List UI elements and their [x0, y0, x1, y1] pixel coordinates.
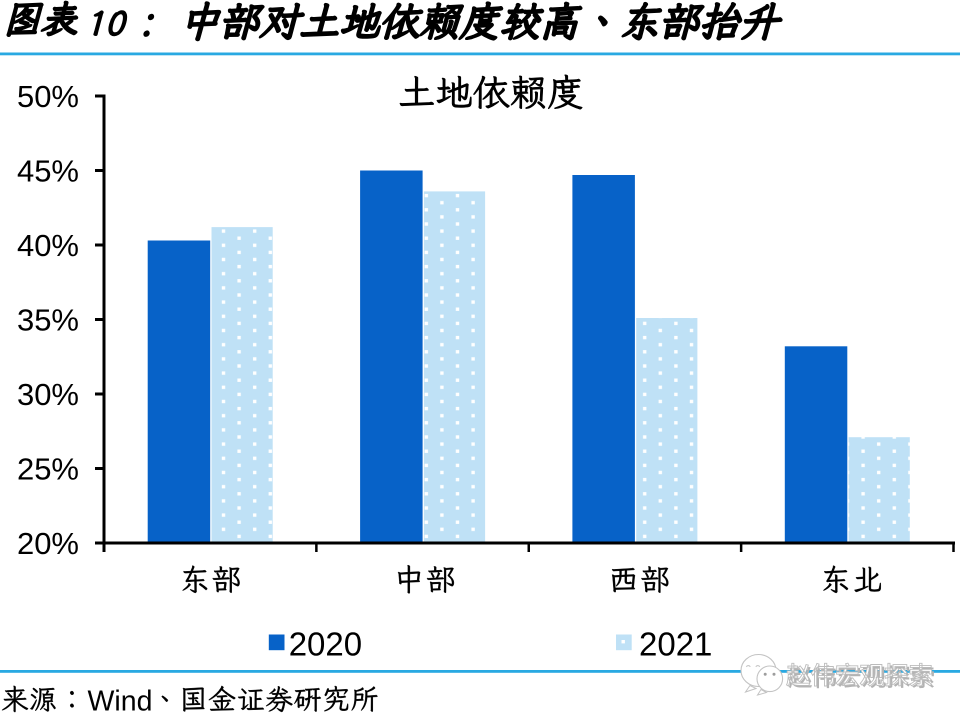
svg-text:50%: 50%: [17, 79, 79, 114]
svg-text:2020: 2020: [289, 626, 362, 663]
svg-text:35%: 35%: [17, 303, 79, 338]
svg-text:20%: 20%: [17, 526, 79, 561]
svg-text:2021: 2021: [639, 626, 712, 663]
svg-text:40%: 40%: [17, 228, 79, 263]
svg-text:45%: 45%: [17, 154, 79, 189]
svg-text:Wind: Wind: [88, 686, 153, 716]
svg-text:25%: 25%: [17, 452, 79, 487]
svg-text:30%: 30%: [17, 377, 79, 412]
